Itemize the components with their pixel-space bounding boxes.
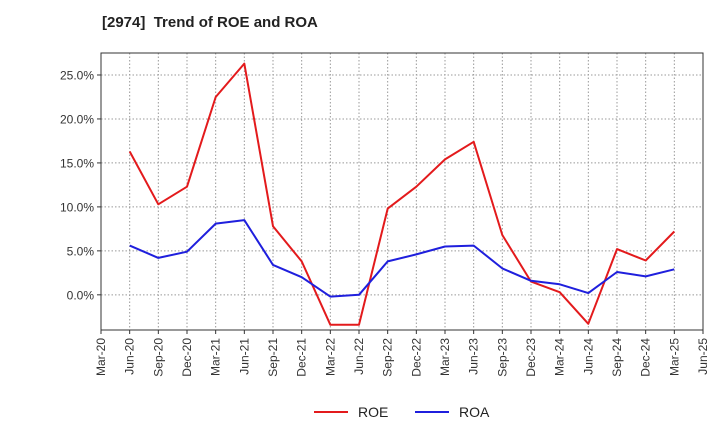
y-tick-label: 15.0% xyxy=(60,156,94,170)
x-tick-label: Jun-21 xyxy=(237,338,251,375)
legend-label-roa: ROA xyxy=(459,404,490,420)
x-tick-label: Jun-22 xyxy=(352,338,366,375)
legend-label-roe: ROE xyxy=(358,404,389,420)
x-tick-label: Mar-23 xyxy=(438,338,452,376)
y-tick-label: 5.0% xyxy=(67,244,95,258)
x-axis-tick-labels: Mar-20 Jun-20 Sep-20 Dec-20 Mar-21 Jun-21 Sep-… xyxy=(94,338,710,377)
x-tick-label: Sep-20 xyxy=(151,338,165,377)
legend-swatch-roe xyxy=(314,411,348,413)
legend-item-roa: ROA xyxy=(415,404,489,420)
x-tick-label: Jun-20 xyxy=(123,338,137,375)
x-tick-label: Mar-21 xyxy=(209,338,223,376)
x-tick-label: Jun-25 xyxy=(696,338,710,375)
x-tick-label: Mar-20 xyxy=(94,338,108,376)
series-layer xyxy=(128,62,676,326)
x-tick-label: Dec-21 xyxy=(295,338,309,377)
x-tick-label: Dec-20 xyxy=(180,338,194,377)
x-tick-label: Sep-22 xyxy=(381,338,395,377)
grid-layer xyxy=(97,53,704,334)
y-axis-tick-labels: 0.0% 5.0% 10.0% 15.0% 20.0% 25.0% xyxy=(60,68,94,302)
x-tick-label: Dec-24 xyxy=(639,338,653,377)
y-tick-label: 20.0% xyxy=(60,112,94,126)
x-tick-label: Sep-24 xyxy=(610,338,624,377)
plot-frame xyxy=(100,52,704,331)
x-tick-label: Sep-21 xyxy=(266,338,280,377)
y-tick-label: 10.0% xyxy=(60,200,94,214)
x-tick-label: Sep-23 xyxy=(495,338,509,377)
series-line-roe xyxy=(128,62,676,326)
legend-swatch-roa xyxy=(415,411,449,413)
x-tick-label: Mar-25 xyxy=(667,338,681,376)
x-tick-label: Dec-22 xyxy=(409,338,423,377)
y-tick-label: 0.0% xyxy=(67,288,95,302)
series-line-roa xyxy=(129,219,675,298)
chart-title: [2974] Trend of ROE and ROA xyxy=(102,14,318,31)
x-tick-label: Jun-24 xyxy=(581,338,595,375)
x-tick-label: Dec-23 xyxy=(524,338,538,377)
x-tick-label: Mar-22 xyxy=(323,338,337,376)
x-tick-label: Mar-24 xyxy=(553,338,567,376)
x-tick-label: Jun-23 xyxy=(467,338,481,375)
y-tick-label: 25.0% xyxy=(60,68,94,82)
legend-item-roe: ROE xyxy=(314,404,388,420)
